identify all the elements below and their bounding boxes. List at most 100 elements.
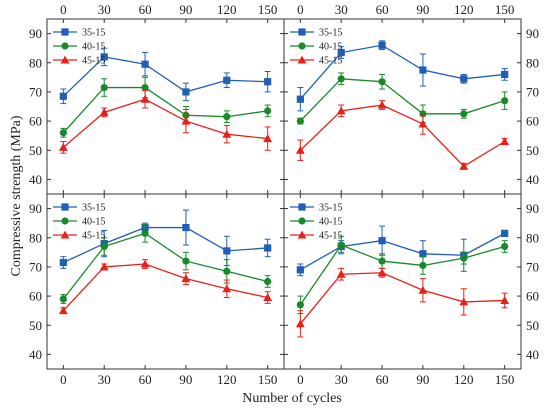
plot-frame — [283, 193, 522, 370]
data-point — [222, 284, 232, 293]
legend-marker — [298, 217, 306, 225]
legend-marker — [61, 28, 69, 36]
data-point — [295, 145, 305, 154]
data-point — [501, 229, 509, 237]
data-point — [264, 78, 272, 86]
legend: 35-15 40-15 45-15 — [290, 28, 342, 67]
legend-label: 35-15 — [319, 28, 342, 39]
data-point — [59, 295, 67, 303]
series-45-15 — [58, 89, 273, 154]
y-tick-label: 70 — [29, 259, 42, 274]
data-point — [223, 267, 231, 275]
chart-panel-bottom-left: 0 30 60 90 120 150 40 50 60 70 80 90 35-15 40-15 45-15 — [29, 193, 285, 387]
series-line — [63, 226, 268, 264]
data-point — [419, 261, 427, 270]
legend-marker — [61, 42, 69, 50]
x-tick-label: 90 — [179, 372, 192, 387]
y-tick-label: 60 — [526, 289, 539, 304]
data-point — [264, 244, 272, 252]
series-line — [62, 56, 268, 97]
legend-label: 45-15 — [319, 56, 342, 67]
series-line — [62, 232, 268, 300]
y-tick-label: 90 — [29, 26, 42, 41]
data-point — [500, 137, 510, 146]
data-point — [182, 257, 190, 265]
data-point — [419, 250, 427, 258]
data-point — [141, 60, 149, 68]
x-tick-label: 0 — [60, 2, 67, 17]
x-tick-label: 150 — [495, 2, 515, 17]
data-point — [337, 48, 345, 57]
data-point — [296, 95, 304, 103]
data-point — [263, 293, 273, 302]
y-tick-label: 80 — [526, 230, 539, 245]
series-line — [299, 244, 505, 306]
series-line — [62, 263, 268, 312]
legend-label: 35-15 — [319, 203, 342, 214]
data-point — [222, 129, 232, 138]
data-point — [460, 75, 468, 83]
y-tick-label: 90 — [526, 201, 539, 216]
y-tick-label: 50 — [526, 318, 539, 333]
series-line — [299, 104, 505, 168]
series-45-15 — [295, 267, 510, 338]
x-tick-label: 60 — [376, 2, 389, 17]
legend-label: 40-15 — [82, 42, 105, 53]
data-point — [58, 142, 68, 151]
data-point — [501, 70, 509, 79]
data-point — [59, 129, 67, 137]
data-point — [59, 92, 67, 100]
legend-marker — [298, 203, 306, 211]
series-line — [299, 272, 505, 325]
chart-panels: 0 30 60 90 120 150 40 50 60 70 80 90 35-15 40-15 45-15… — [29, 2, 539, 387]
x-tick-label: 0 — [60, 372, 67, 387]
legend: 35-15 40-15 45-15 — [53, 203, 105, 242]
y-tick-label: 40 — [526, 172, 539, 187]
x-tick-label: 120 — [217, 372, 237, 387]
data-point — [460, 110, 468, 118]
legend-label: 45-15 — [319, 231, 342, 242]
data-point — [296, 117, 304, 125]
legend-label: 35-15 — [82, 203, 105, 214]
legend-label: 45-15 — [82, 231, 105, 242]
y-tick-label: 60 — [29, 289, 42, 304]
data-point — [296, 266, 304, 274]
legend-label: 40-15 — [319, 42, 342, 53]
y-tick-label: 70 — [526, 259, 539, 274]
chart-panel-bottom-right: 0 30 60 90 120 150 40 50 60 70 80 90 35-15 40-15 45-15 — [283, 193, 539, 387]
legend-marker — [298, 28, 306, 36]
data-point — [264, 277, 272, 286]
x-tick-label: 120 — [454, 372, 474, 387]
data-point — [99, 107, 109, 116]
data-point — [378, 237, 386, 245]
data-point — [378, 257, 386, 265]
data-point — [181, 274, 191, 283]
data-point — [377, 100, 387, 109]
x-tick-label: 30 — [98, 2, 111, 17]
data-point — [296, 301, 304, 309]
data-point — [223, 113, 231, 121]
legend-label: 40-15 — [319, 217, 342, 228]
data-point — [378, 78, 386, 86]
chart-panel-top-left: 0 30 60 90 120 150 40 50 60 70 80 90 35-15 40-15 45-15 — [29, 2, 285, 195]
legend-marker — [297, 230, 307, 239]
legend-marker — [60, 55, 70, 64]
series-35-15 — [59, 47, 272, 105]
x-axis-label: Number of cycles — [242, 391, 342, 406]
series-40-15 — [59, 76, 272, 138]
data-point — [181, 116, 191, 125]
series-line — [299, 78, 505, 122]
x-tick-label: 90 — [179, 2, 192, 17]
x-tick-label: 60 — [139, 2, 152, 17]
legend: 35-15 40-15 45-15 — [53, 28, 105, 67]
legend-marker — [61, 217, 69, 225]
series-40-15 — [296, 235, 509, 315]
data-point — [419, 66, 427, 74]
legend-marker — [60, 230, 70, 239]
series-line — [300, 232, 505, 271]
data-point — [141, 229, 149, 237]
y-tick-label: 60 — [29, 114, 42, 129]
series-45-15 — [295, 100, 510, 170]
data-point — [264, 107, 272, 115]
